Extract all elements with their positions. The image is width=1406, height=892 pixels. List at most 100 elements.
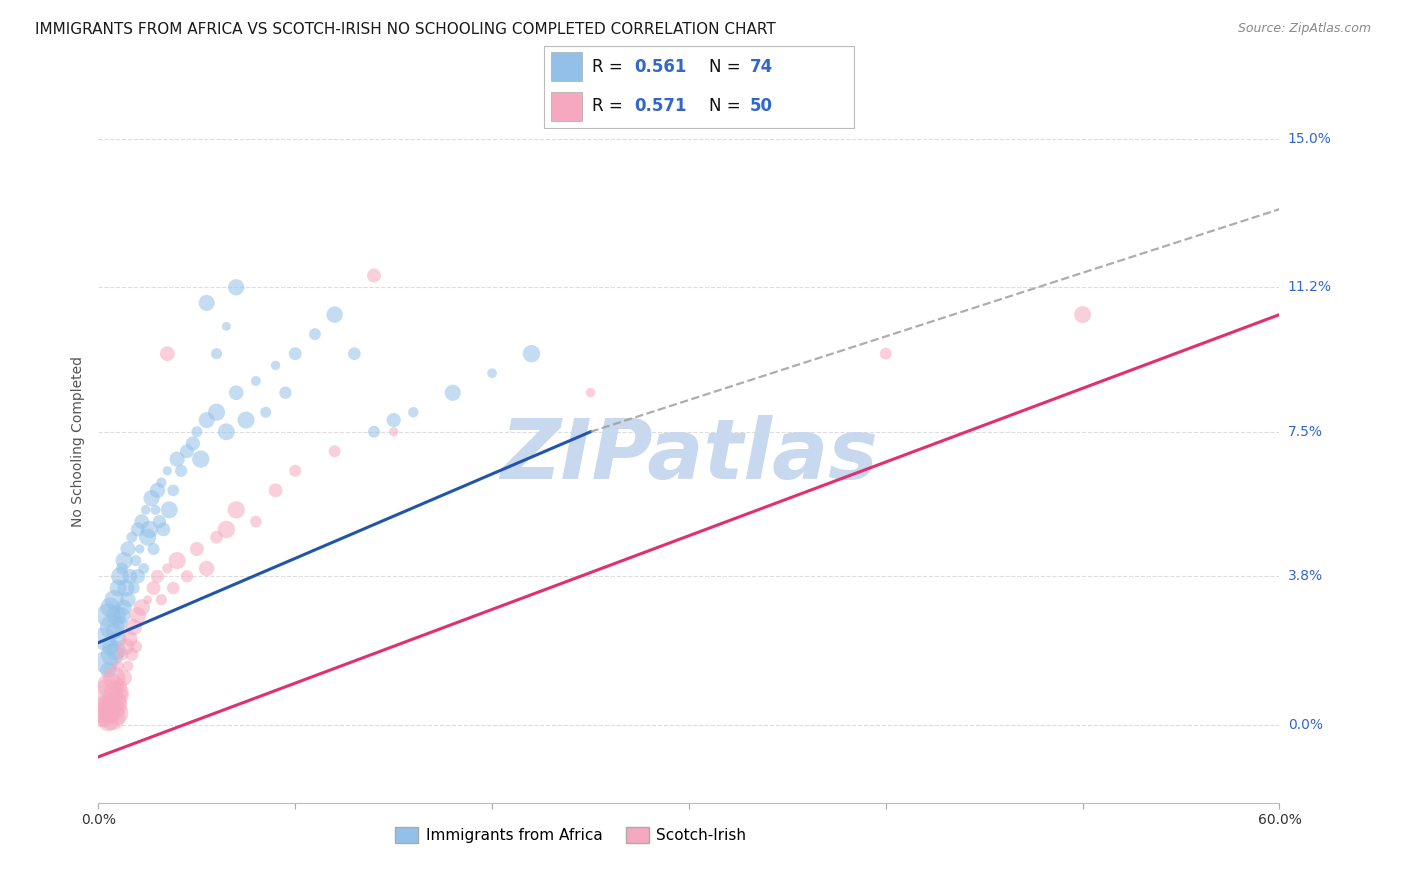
- Point: [127, 569, 149, 583]
- Legend: Immigrants from Africa, Scotch-Irish: Immigrants from Africa, Scotch-Irish: [389, 822, 752, 849]
- Text: 11.2%: 11.2%: [1288, 280, 1331, 294]
- Point: [96, 655, 118, 669]
- Point: [97, 663, 120, 677]
- Point: [323, 308, 346, 322]
- Point: [128, 541, 150, 556]
- Point: [235, 413, 257, 427]
- Point: [132, 561, 155, 575]
- Point: [118, 632, 141, 646]
- Text: N =: N =: [709, 58, 745, 76]
- Point: [205, 405, 228, 419]
- Point: [215, 425, 238, 439]
- Text: N =: N =: [709, 97, 745, 115]
- Point: [245, 374, 267, 388]
- Point: [195, 296, 218, 310]
- Point: [186, 425, 208, 439]
- Point: [115, 581, 138, 595]
- Text: 7.5%: 7.5%: [1288, 425, 1323, 439]
- Point: [105, 643, 128, 657]
- Point: [402, 405, 425, 419]
- Point: [156, 561, 179, 575]
- Point: [152, 523, 174, 537]
- Point: [118, 569, 141, 583]
- Point: [111, 686, 134, 700]
- Point: [157, 503, 180, 517]
- Point: [121, 648, 143, 662]
- Point: [382, 413, 405, 427]
- Point: [97, 686, 120, 700]
- Point: [150, 592, 173, 607]
- Text: 0.571: 0.571: [634, 97, 688, 115]
- Point: [1071, 308, 1094, 322]
- Point: [107, 694, 129, 708]
- Point: [363, 268, 385, 283]
- Bar: [551, 53, 582, 81]
- Point: [176, 444, 198, 458]
- Point: [98, 679, 121, 693]
- Point: [117, 659, 139, 673]
- Text: ZIPatlas: ZIPatlas: [501, 416, 877, 497]
- Point: [108, 679, 131, 693]
- Point: [93, 632, 115, 646]
- Point: [111, 561, 134, 575]
- Point: [135, 503, 157, 517]
- Point: [146, 483, 169, 498]
- Point: [103, 592, 125, 607]
- Point: [111, 648, 134, 662]
- Point: [166, 554, 188, 568]
- Point: [125, 640, 148, 654]
- Point: [117, 541, 139, 556]
- Point: [98, 640, 121, 654]
- Point: [103, 698, 125, 713]
- Point: [520, 346, 543, 360]
- Point: [121, 530, 143, 544]
- Point: [146, 569, 169, 583]
- Point: [162, 483, 184, 498]
- Point: [107, 632, 129, 646]
- Point: [225, 503, 247, 517]
- Point: [105, 686, 128, 700]
- Point: [254, 405, 277, 419]
- Point: [579, 385, 602, 400]
- Point: [186, 541, 208, 556]
- Point: [156, 464, 179, 478]
- Point: [105, 608, 128, 623]
- Text: Source: ZipAtlas.com: Source: ZipAtlas.com: [1237, 22, 1371, 36]
- Point: [245, 515, 267, 529]
- Point: [138, 523, 160, 537]
- Point: [91, 710, 114, 724]
- FancyBboxPatch shape: [544, 46, 855, 128]
- Point: [875, 346, 897, 360]
- Text: 0.0%: 0.0%: [1288, 718, 1323, 731]
- Point: [150, 475, 173, 490]
- Point: [127, 608, 149, 623]
- Point: [125, 554, 148, 568]
- Point: [195, 561, 218, 575]
- Point: [142, 541, 165, 556]
- Point: [170, 464, 193, 478]
- Point: [96, 706, 118, 720]
- Point: [108, 616, 131, 631]
- Point: [103, 624, 125, 638]
- Point: [122, 620, 145, 634]
- Point: [215, 523, 238, 537]
- Point: [176, 569, 198, 583]
- Point: [136, 530, 159, 544]
- Text: 3.8%: 3.8%: [1288, 569, 1323, 583]
- Point: [101, 710, 124, 724]
- Point: [101, 620, 124, 634]
- Point: [284, 464, 307, 478]
- Point: [98, 600, 121, 615]
- Point: [112, 554, 135, 568]
- Point: [112, 600, 135, 615]
- Point: [205, 346, 228, 360]
- Text: 74: 74: [751, 58, 773, 76]
- Point: [363, 425, 385, 439]
- Point: [284, 346, 307, 360]
- Point: [156, 346, 179, 360]
- Point: [122, 581, 145, 595]
- Point: [141, 491, 163, 505]
- Point: [323, 444, 346, 458]
- Point: [162, 581, 184, 595]
- Point: [304, 327, 326, 342]
